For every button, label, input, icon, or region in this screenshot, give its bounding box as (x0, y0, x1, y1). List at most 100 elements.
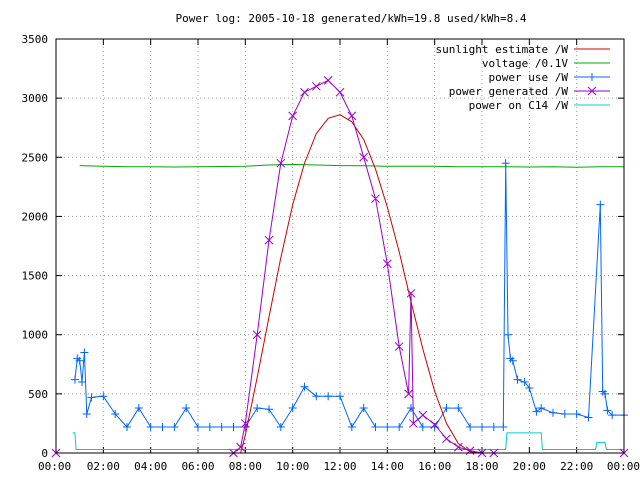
legend-marker (588, 73, 596, 81)
data-point (395, 422, 404, 431)
data-point (288, 111, 298, 121)
data-point (520, 378, 529, 387)
data-point (75, 356, 84, 365)
y-tick-label: 1000 (22, 329, 49, 342)
x-tick-label: 02:00 (87, 460, 120, 473)
data-point (252, 330, 262, 340)
data-point (323, 76, 333, 85)
data-point (82, 409, 91, 418)
data-point (359, 404, 368, 413)
legend-label: sunlight estimate /W (436, 43, 569, 56)
data-point (549, 408, 557, 417)
data-point (99, 392, 108, 401)
data-point (371, 422, 380, 431)
x-tick-label: 06:00 (181, 460, 214, 473)
y-tick-label: 2500 (22, 151, 49, 164)
series-layer (51, 76, 629, 458)
legend-label: power generated /W (449, 85, 569, 98)
data-point (240, 419, 250, 428)
data-point (572, 409, 581, 418)
data-point (359, 152, 369, 162)
data-point (383, 422, 392, 431)
data-point (442, 404, 451, 413)
data-point (236, 442, 245, 452)
series-4 (72, 432, 624, 450)
y-tick-label: 0 (41, 447, 48, 460)
x-axis-ticks: 00:00 02:00 04:00 06:00 08:00 10:00 12:00 14:00… (38, 39, 640, 473)
data-point (603, 406, 612, 415)
data-point (430, 420, 440, 429)
y-tick-label: 3000 (22, 92, 49, 105)
series-0 (240, 114, 480, 454)
legend-label: voltage /0.1V (482, 57, 568, 70)
data-point (264, 235, 274, 245)
data-point (111, 409, 120, 418)
data-point (404, 389, 413, 399)
data-point (300, 87, 309, 97)
data-point (194, 422, 202, 431)
data-point (336, 392, 344, 401)
data-point (442, 434, 451, 444)
data-point (300, 382, 309, 391)
x-tick-label: 14:00 (371, 460, 404, 473)
data-point (80, 348, 89, 357)
data-point (508, 356, 517, 365)
data-point (501, 159, 510, 168)
x-tick-label: 10:00 (276, 460, 309, 473)
x-tick-label: 18:00 (465, 460, 498, 473)
x-tick-label: 20:00 (513, 460, 546, 473)
data-point (265, 405, 273, 414)
data-point (466, 422, 475, 431)
series-1 (79, 163, 624, 168)
data-point (217, 422, 226, 431)
data-point (347, 422, 356, 431)
data-point (205, 422, 214, 431)
data-point (70, 375, 79, 384)
data-point (418, 410, 428, 420)
x-tick-label: 00:00 (38, 460, 71, 473)
plot-frame (55, 38, 625, 454)
series-line (72, 432, 624, 450)
x-tick-label: 16:00 (418, 460, 451, 473)
data-point (454, 404, 463, 413)
data-point (87, 393, 96, 402)
data-point (311, 81, 321, 91)
x-tick-label: 00:00 (607, 460, 640, 473)
data-point (525, 383, 534, 392)
data-point (478, 422, 486, 431)
data-point (371, 194, 380, 204)
data-point (170, 422, 179, 431)
y-tick-label: 500 (28, 388, 48, 401)
x-tick-label: 22:00 (560, 460, 593, 473)
x-tick-label: 12:00 (323, 460, 356, 473)
data-point (312, 392, 321, 401)
data-point (409, 419, 418, 428)
data-point (394, 342, 404, 351)
series-line (240, 114, 480, 454)
data-point (608, 411, 617, 420)
series-line (79, 163, 624, 168)
y-tick-label: 1500 (22, 270, 49, 283)
data-point (276, 158, 286, 168)
data-point (601, 389, 610, 398)
data-point (146, 422, 155, 431)
data-point (453, 442, 463, 452)
y-tick-label: 3500 (22, 33, 49, 46)
series-3 (51, 76, 629, 458)
data-point (324, 392, 333, 401)
data-point (596, 200, 605, 209)
data-point (347, 111, 357, 121)
x-tick-label: 04:00 (134, 460, 167, 473)
data-point (504, 330, 513, 339)
data-point (560, 409, 569, 418)
data-point (406, 288, 416, 298)
chart-title: Power log: 2005-10-18 generated/kWh=19.8… (176, 12, 527, 25)
data-point (123, 422, 131, 431)
data-point (158, 422, 167, 431)
legend-label: power use /W (489, 71, 569, 84)
data-point (182, 404, 191, 413)
data-point (78, 378, 87, 387)
data-point (499, 422, 508, 431)
